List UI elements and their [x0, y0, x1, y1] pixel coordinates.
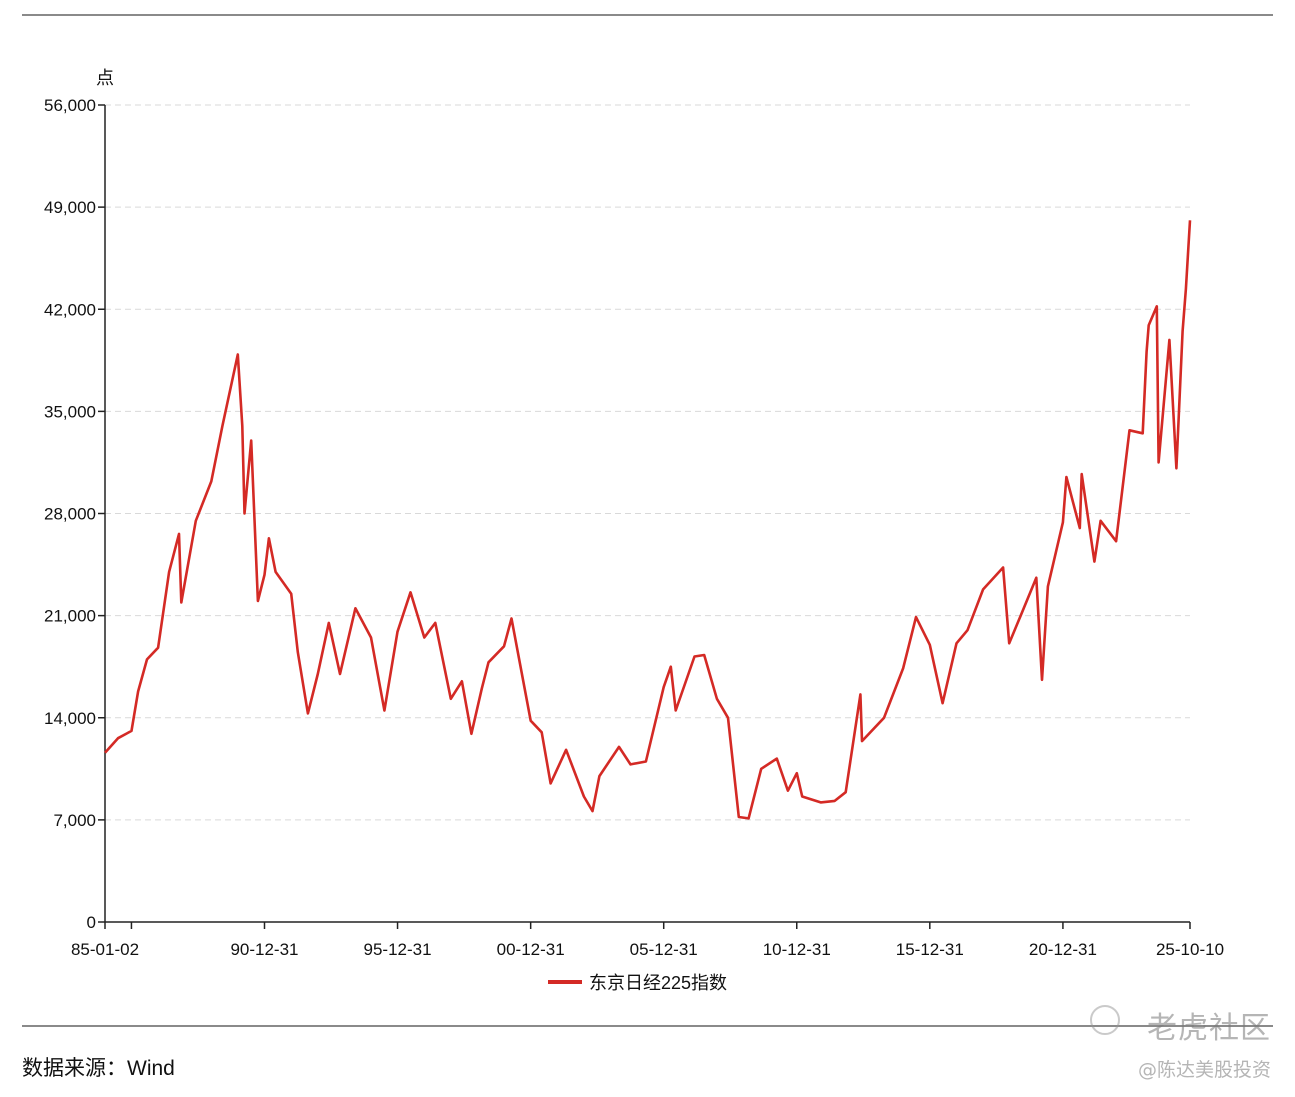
y-tick-label: 42,000 [44, 300, 96, 319]
y-tick-label: 28,000 [44, 505, 96, 524]
x-tick-label: 95-12-31 [364, 940, 432, 959]
y-tick-label: 14,000 [44, 709, 96, 728]
x-tick-label: 15-12-31 [896, 940, 964, 959]
y-tick-label: 49,000 [44, 198, 96, 217]
x-tick-label: 00-12-31 [497, 940, 565, 959]
watermark-brand: 老虎社区 [1147, 1011, 1271, 1046]
y-axis-unit-label: 点 [96, 68, 114, 88]
y-tick-label: 35,000 [44, 402, 96, 421]
top-divider [22, 14, 1273, 16]
x-tick-label: 10-12-31 [763, 940, 831, 959]
x-axis-ticks: 85-01-02 90-12-31 95-12-31 00-12-31 05-12-31… [71, 922, 1224, 959]
y-tick-label: 0 [87, 913, 96, 932]
legend: 东京日经225指数 [548, 973, 727, 993]
y-axis-ticks: 0 7,000 14,000 21,000 28,000 35,000 42,000 49,0… [44, 96, 105, 932]
x-tick-label: 20-12-31 [1029, 940, 1097, 959]
x-tick-label: 05-12-31 [630, 940, 698, 959]
bottom-divider [22, 1025, 1273, 1027]
series-line [104, 220, 1192, 820]
line-chart: 0 7,000 14,000 21,000 28,000 35,000 42,000 49,0… [44, 68, 1224, 993]
series-lines [104, 220, 1192, 820]
x-tick-label: 85-01-02 [71, 940, 139, 959]
watermark-user: @陈达美股投资 [1137, 1059, 1271, 1081]
source-note: 数据来源：Wind [22, 1057, 175, 1080]
y-tick-label: 21,000 [44, 607, 96, 626]
x-tick-label: 90-12-31 [230, 940, 298, 959]
y-tick-label: 56,000 [44, 96, 96, 115]
legend-label: 东京日经225指数 [589, 973, 727, 993]
y-tick-label: 7,000 [53, 811, 96, 830]
watermark-logo-icon [1090, 1005, 1120, 1035]
gridlines [105, 104, 1190, 821]
x-tick-label: 25-10-10 [1156, 940, 1224, 959]
